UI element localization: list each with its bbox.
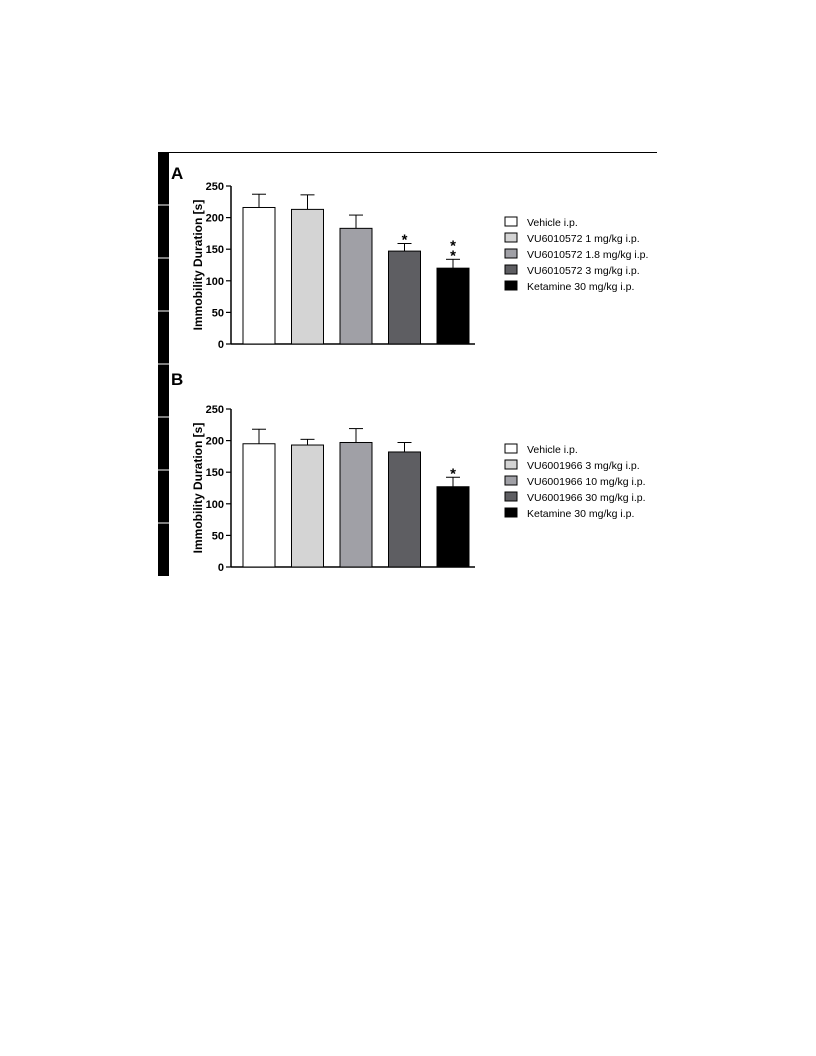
legend-swatch	[504, 507, 518, 518]
significance-marker: *	[450, 237, 456, 254]
legend-swatch	[504, 248, 518, 259]
y-tick-label: 0	[218, 562, 224, 574]
y-tick-label: 50	[212, 530, 224, 542]
y-tick-label: 150	[206, 244, 224, 256]
legend-swatch	[504, 280, 518, 291]
legend-swatch	[504, 232, 518, 243]
y-tick-label: 250	[206, 181, 224, 193]
legend-swatch	[504, 491, 518, 502]
bar	[339, 441, 373, 568]
legend-entry: Ketamine 30 mg/kg i.p.	[527, 508, 634, 520]
legend-entry: VU6001966 30 mg/kg i.p.	[527, 492, 646, 504]
legend-swatch	[504, 443, 518, 454]
y-tick-label: 250	[206, 404, 224, 416]
legend-entry: Vehicle i.p.	[527, 444, 578, 456]
legend-entry: VU6001966 10 mg/kg i.p.	[527, 476, 646, 488]
panel-letter: A	[171, 164, 183, 183]
panel-a-chart: A Immobility Duration [s] 0 50 100 150 200 250 *…	[171, 164, 648, 351]
legend-swatch	[504, 459, 518, 470]
y-axis-label: Immobility Duration [s]	[191, 423, 205, 554]
y-tick-label: 150	[206, 467, 224, 479]
bar	[339, 227, 373, 345]
legend-entry: Vehicle i.p.	[527, 217, 578, 229]
bar	[242, 443, 276, 568]
legend-entry: VU6010572 3 mg/kg i.p.	[527, 265, 640, 277]
bar	[388, 451, 421, 568]
y-axis-label: Immobility Duration [s]	[191, 200, 205, 331]
panel-b-chart: B Immobility Duration [s] 0 50 100 150 200 250 *…	[171, 370, 646, 574]
panel-letter: B	[171, 370, 183, 389]
legend-swatch	[504, 475, 518, 486]
y-tick-label: 200	[206, 213, 224, 225]
legend-swatch	[504, 264, 518, 275]
legend-entry: VU6010572 1 mg/kg i.p.	[527, 233, 640, 245]
y-tick-label: 50	[212, 307, 224, 319]
bar	[436, 267, 470, 345]
y-tick-label: 0	[218, 339, 224, 351]
bar	[291, 444, 324, 568]
bar	[388, 250, 421, 345]
y-tick-label: 100	[206, 499, 224, 511]
legend-entry: Ketamine 30 mg/kg i.p.	[527, 281, 634, 293]
bar	[242, 206, 276, 345]
legend-entry: VU6001966 3 mg/kg i.p.	[527, 460, 640, 472]
bar	[291, 208, 324, 345]
significance-marker: *	[450, 465, 456, 482]
y-tick-label: 100	[206, 276, 224, 288]
bar	[436, 486, 470, 568]
y-tick-label: 200	[206, 436, 224, 448]
legend-entry: VU6010572 1.8 mg/kg i.p.	[527, 249, 648, 261]
significance-marker: *	[450, 247, 456, 264]
legend-swatch	[504, 216, 518, 227]
significance-marker: *	[402, 232, 408, 249]
